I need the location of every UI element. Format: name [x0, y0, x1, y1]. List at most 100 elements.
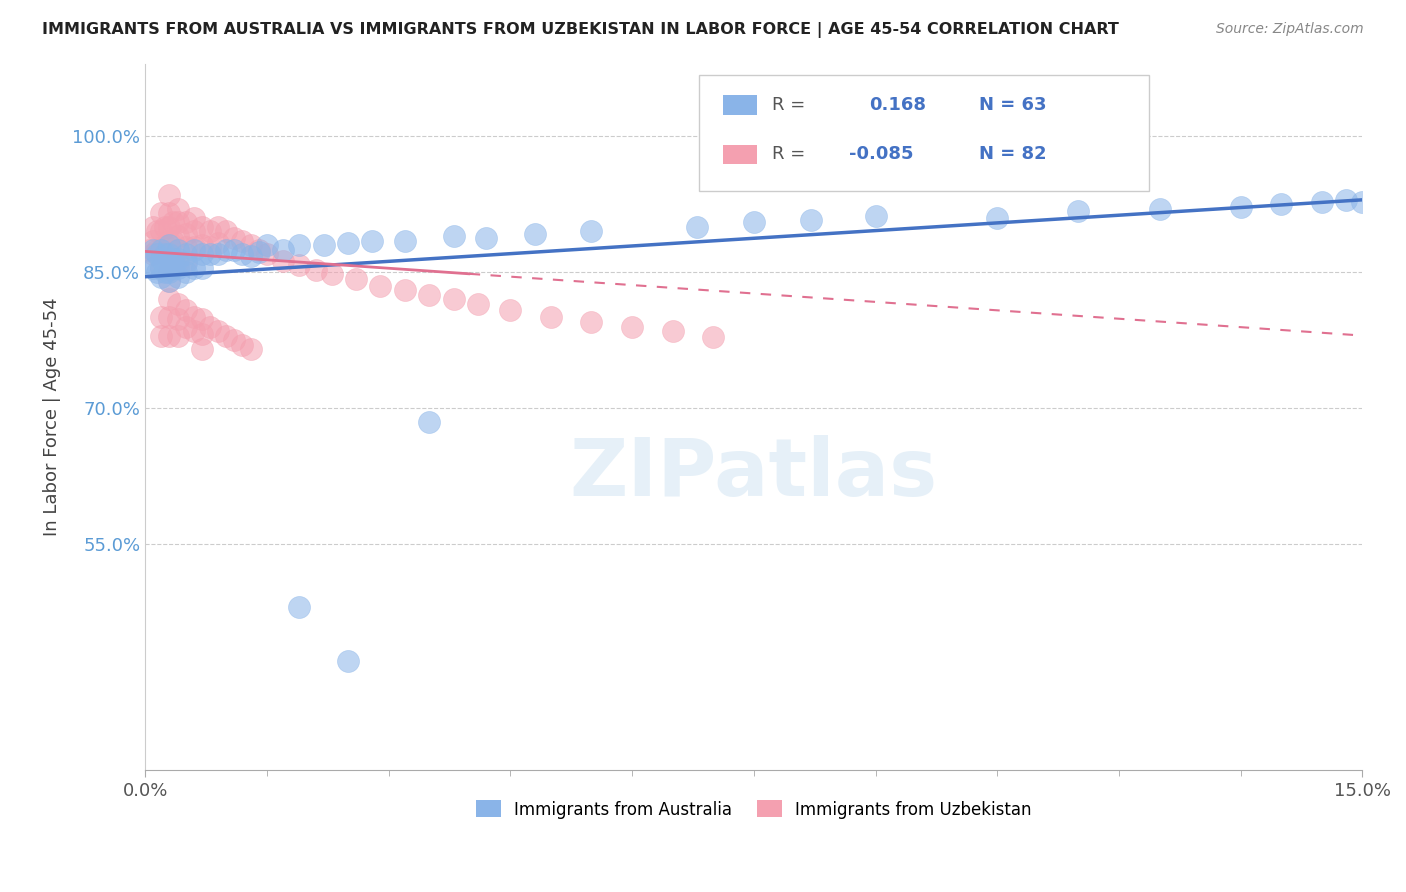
- Point: [443, 293, 465, 307]
- Point: [191, 326, 214, 341]
- Point: [183, 310, 205, 325]
- Point: [540, 310, 562, 325]
- Point: [183, 211, 205, 225]
- Point: [443, 229, 465, 244]
- Point: [155, 219, 177, 234]
- Point: [475, 231, 498, 245]
- Point: [159, 274, 181, 288]
- Text: R =: R =: [772, 145, 811, 163]
- Point: [146, 265, 169, 279]
- Point: [183, 225, 205, 239]
- Point: [155, 238, 177, 252]
- Point: [198, 247, 221, 261]
- Point: [1351, 194, 1374, 209]
- Point: [742, 215, 765, 229]
- Text: ZIPatlas: ZIPatlas: [569, 434, 938, 513]
- Point: [166, 256, 188, 270]
- Point: [361, 234, 384, 248]
- Point: [162, 252, 184, 266]
- Point: [271, 254, 294, 268]
- Point: [162, 260, 184, 275]
- Point: [215, 243, 238, 257]
- Point: [174, 256, 197, 270]
- Point: [467, 297, 489, 311]
- Point: [174, 265, 197, 279]
- Point: [256, 247, 278, 261]
- Point: [337, 236, 360, 251]
- Point: [159, 249, 181, 263]
- Point: [191, 238, 214, 252]
- Point: [142, 247, 165, 261]
- Point: [191, 260, 214, 275]
- Point: [231, 234, 253, 248]
- Point: [159, 293, 181, 307]
- Point: [1067, 203, 1090, 218]
- Point: [215, 328, 238, 343]
- Point: [159, 265, 181, 279]
- Point: [344, 272, 367, 286]
- Point: [150, 252, 173, 266]
- Point: [231, 247, 253, 261]
- Point: [686, 219, 709, 234]
- Point: [581, 225, 603, 239]
- Point: [174, 254, 197, 268]
- Point: [138, 256, 160, 270]
- Point: [239, 238, 262, 252]
- Point: [174, 227, 197, 242]
- Point: [162, 215, 184, 229]
- Point: [142, 260, 165, 275]
- Point: [150, 260, 173, 275]
- Point: [166, 269, 188, 284]
- Point: [215, 225, 238, 239]
- Point: [304, 263, 326, 277]
- Point: [800, 212, 823, 227]
- Point: [207, 324, 229, 338]
- Point: [1310, 194, 1333, 209]
- FancyBboxPatch shape: [723, 95, 758, 115]
- Point: [207, 247, 229, 261]
- Text: N = 82: N = 82: [979, 145, 1046, 163]
- Text: Source: ZipAtlas.com: Source: ZipAtlas.com: [1216, 22, 1364, 37]
- Point: [159, 247, 181, 261]
- Legend: Immigrants from Australia, Immigrants from Uzbekistan: Immigrants from Australia, Immigrants fr…: [470, 794, 1039, 825]
- Point: [207, 236, 229, 251]
- Point: [159, 328, 181, 343]
- Point: [288, 258, 311, 272]
- Point: [174, 240, 197, 254]
- Point: [271, 243, 294, 257]
- Point: [159, 256, 181, 270]
- Point: [394, 234, 416, 248]
- Point: [166, 202, 188, 216]
- Point: [174, 247, 197, 261]
- Point: [166, 243, 188, 257]
- Point: [150, 243, 173, 257]
- Point: [155, 247, 177, 261]
- Point: [166, 229, 188, 244]
- Point: [312, 238, 335, 252]
- Point: [146, 225, 169, 239]
- Point: [166, 297, 188, 311]
- Point: [183, 243, 205, 257]
- Text: R =: R =: [772, 96, 811, 114]
- Point: [239, 342, 262, 356]
- Point: [865, 209, 887, 223]
- Text: IMMIGRANTS FROM AUSTRALIA VS IMMIGRANTS FROM UZBEKISTAN IN LABOR FORCE | AGE 45-: IMMIGRANTS FROM AUSTRALIA VS IMMIGRANTS …: [42, 22, 1119, 38]
- Point: [159, 238, 181, 252]
- Point: [621, 319, 644, 334]
- Point: [1336, 193, 1358, 207]
- Point: [159, 234, 181, 248]
- Point: [142, 219, 165, 234]
- Point: [174, 215, 197, 229]
- Point: [166, 260, 188, 275]
- Y-axis label: In Labor Force | Age 45-54: In Labor Force | Age 45-54: [44, 298, 60, 536]
- Point: [224, 243, 246, 257]
- Point: [183, 260, 205, 275]
- Point: [183, 324, 205, 338]
- FancyBboxPatch shape: [699, 75, 1150, 191]
- Point: [166, 252, 188, 266]
- Point: [394, 283, 416, 297]
- Point: [191, 312, 214, 326]
- Point: [159, 263, 181, 277]
- Point: [1270, 197, 1292, 211]
- FancyBboxPatch shape: [723, 145, 758, 164]
